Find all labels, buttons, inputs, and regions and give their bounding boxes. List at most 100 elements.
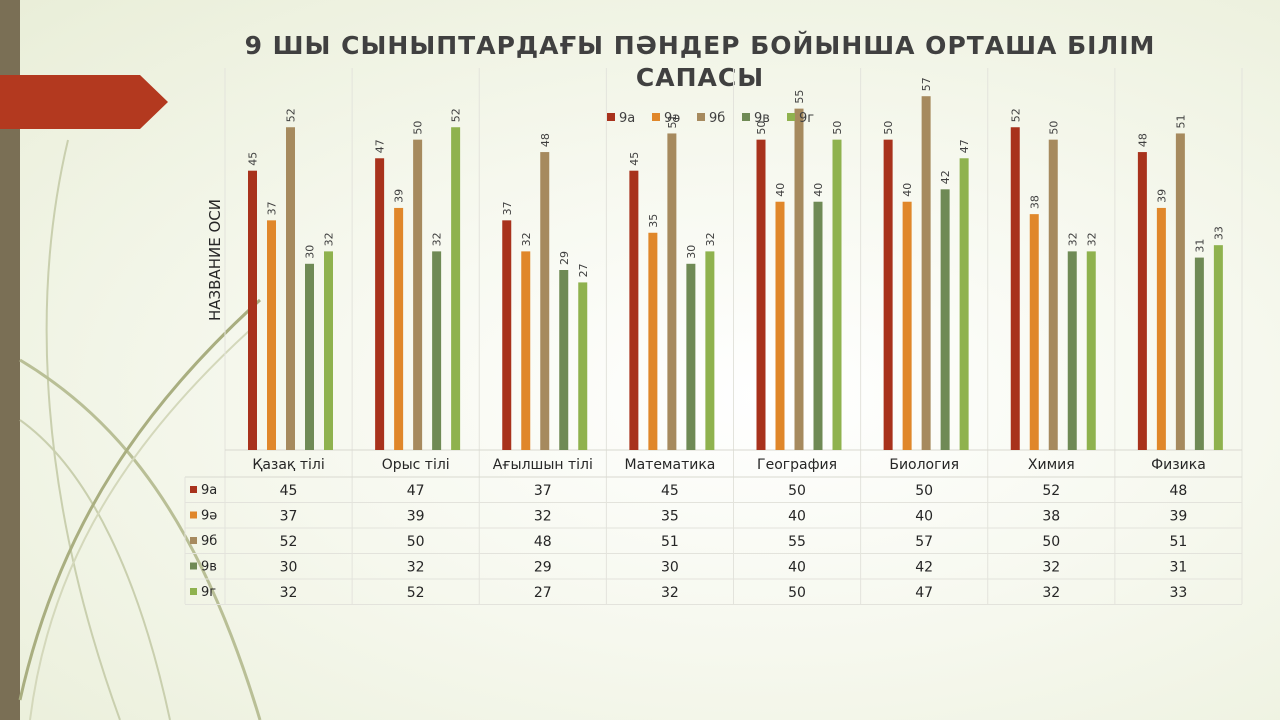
table-cell-value: 50	[788, 585, 806, 601]
bar-data-label: 32	[431, 232, 444, 246]
table-legend-key	[190, 562, 197, 570]
legend-swatch	[652, 113, 660, 121]
bar	[1194, 257, 1204, 450]
bar-data-label: 39	[393, 189, 406, 203]
bar	[648, 232, 658, 450]
bar-data-label: 39	[1155, 189, 1168, 203]
bar	[286, 127, 295, 450]
bar	[921, 96, 931, 450]
bar-data-label: 55	[793, 90, 806, 104]
bar	[559, 270, 569, 450]
bar	[940, 189, 950, 450]
bar	[432, 251, 442, 450]
table-cell-value: 47	[407, 483, 425, 499]
table-cell-value: 52	[1042, 483, 1060, 499]
bar-data-label: 45	[247, 152, 260, 166]
legend-entry: 9ә	[664, 111, 680, 126]
bar	[902, 201, 912, 450]
bar-data-label: 32	[1085, 232, 1098, 246]
table-cell-value: 33	[1170, 585, 1188, 601]
bar-data-label: 37	[501, 201, 514, 215]
bar	[959, 158, 969, 450]
bar-data-label: 51	[666, 114, 679, 128]
table-series-name: 9в	[201, 560, 217, 575]
bar-data-label: 52	[450, 108, 463, 122]
x-tick-label: Математика	[625, 457, 716, 473]
table-cell-value: 27	[534, 585, 552, 601]
decorative-curves	[18, 139, 262, 720]
x-tick-label: Химия	[1028, 457, 1075, 473]
table-cell-value: 48	[534, 534, 552, 550]
bar	[375, 158, 385, 450]
table-cell-value: 52	[280, 534, 298, 550]
bar-data-label: 32	[704, 232, 717, 246]
table-cell-value: 32	[1042, 560, 1060, 576]
legend-swatch	[607, 113, 615, 121]
table-cell-value: 30	[661, 560, 679, 576]
bar-data-label: 47	[374, 139, 387, 153]
bar-data-label: 30	[304, 245, 317, 259]
table-cell-value: 39	[407, 509, 425, 525]
bar	[832, 139, 842, 451]
legend-swatch	[697, 113, 705, 121]
bar	[1175, 133, 1185, 450]
bar	[705, 251, 715, 450]
legend-entry: 9г	[799, 111, 814, 126]
bar-data-label: 52	[285, 108, 298, 122]
bar-data-label: 52	[1009, 108, 1022, 122]
table-cell-value: 40	[915, 509, 933, 525]
table-cell-value: 38	[1042, 509, 1060, 525]
legend-entry: 9в	[754, 111, 770, 126]
bar	[629, 170, 639, 451]
bar	[1213, 245, 1223, 450]
legend-swatch	[787, 113, 795, 121]
bar-data-label: 50	[882, 121, 895, 135]
table-cell-value: 32	[280, 585, 298, 601]
table-cell-value: 31	[1170, 560, 1188, 576]
bar-data-label: 35	[647, 214, 660, 228]
bar-data-label: 40	[812, 183, 825, 197]
bar	[775, 201, 785, 450]
table-cell-value: 35	[661, 509, 679, 525]
bar	[324, 251, 333, 450]
bar-data-label: 32	[1066, 232, 1079, 246]
table-cell-value: 51	[1170, 534, 1188, 550]
bar	[394, 207, 404, 450]
bar-data-label: 42	[939, 170, 952, 184]
table-legend-key	[190, 537, 197, 544]
table-series-name: 9г	[201, 585, 216, 600]
table-cell-value: 39	[1170, 509, 1188, 525]
bar-data-label: 50	[412, 121, 425, 135]
bar	[756, 139, 766, 451]
table-cell-value: 51	[661, 534, 679, 550]
bar-data-label: 47	[958, 139, 971, 153]
table-series-name: 9ә	[201, 509, 217, 524]
bar	[451, 127, 461, 450]
bar-data-label: 50	[1047, 121, 1060, 135]
bar-data-label: 27	[577, 263, 590, 277]
bar	[578, 282, 588, 450]
table-legend-key	[190, 486, 197, 493]
table-cell-value: 40	[788, 560, 806, 576]
bar	[413, 139, 423, 451]
bar-data-label: 40	[774, 183, 787, 197]
bar	[1156, 207, 1166, 450]
table-legend-key	[190, 588, 197, 595]
y-axis-label: НАЗВАНИЕ ОСИ	[206, 199, 224, 321]
bar-data-label: 48	[539, 133, 552, 147]
bar	[305, 263, 314, 450]
table-series-name: 9б	[201, 534, 217, 549]
table-cell-value: 50	[1042, 534, 1060, 550]
x-tick-label: Ағылшын тілі	[493, 457, 593, 473]
table-cell-value: 42	[915, 560, 933, 576]
table-cell-value: 57	[915, 534, 933, 550]
x-tick-label: География	[757, 457, 837, 473]
bar-data-label: 30	[685, 245, 698, 259]
bar	[540, 152, 550, 450]
bar	[1067, 251, 1077, 450]
chart-title: 9 ШЫ СЫНЫПТАРДАҒЫ ПӘНДЕР БОЙЫНША ОРТАША …	[244, 31, 1156, 92]
table-cell-value: 50	[788, 483, 806, 499]
table-cell-value: 48	[1170, 483, 1188, 499]
table-cell-value: 30	[280, 560, 298, 576]
table-cell-value: 32	[1042, 585, 1060, 601]
